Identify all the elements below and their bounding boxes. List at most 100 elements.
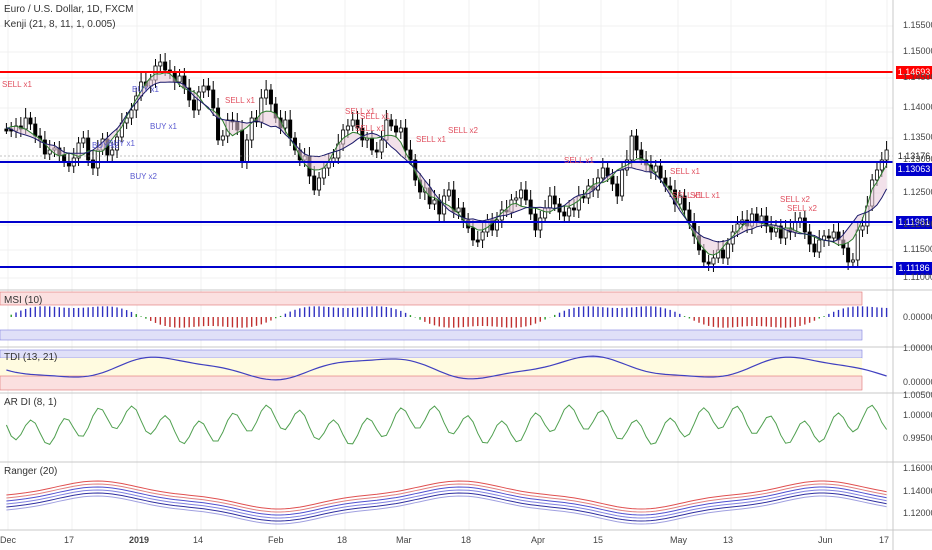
- time-axis-label: Feb: [268, 535, 284, 545]
- tdi-pane[interactable]: [0, 349, 887, 391]
- candle-up: [653, 165, 658, 173]
- ranger-legend[interactable]: Ranger (20): [4, 466, 57, 477]
- candle-down: [682, 195, 687, 211]
- candle-down: [216, 107, 221, 141]
- candle-down: [658, 165, 663, 179]
- candle-down: [240, 129, 245, 163]
- candle-up: [855, 229, 860, 261]
- candle-up: [317, 177, 322, 191]
- symbol-legend[interactable]: Euro / U.S. Dollar, 1D, FXCM: [4, 4, 133, 15]
- ardi-axis-label: 1.00500: [903, 390, 932, 400]
- price-axis-label: 1.13000: [903, 154, 932, 164]
- candle-up: [220, 135, 225, 141]
- buy-signal-label: BUY x2: [92, 141, 119, 150]
- candle-down: [470, 227, 475, 241]
- price-axis-label: 1.13500: [903, 132, 932, 142]
- ardi-pane[interactable]: [5, 404, 888, 446]
- tdi-upper-band: [0, 349, 863, 359]
- candle-up: [129, 109, 134, 119]
- candle-down: [721, 249, 726, 259]
- candle-down: [562, 211, 567, 217]
- candle-up: [432, 199, 437, 205]
- tdi-title: TDI (13, 21): [4, 352, 58, 363]
- time-axis-label: 15: [593, 535, 604, 545]
- ardi-line: [5, 404, 888, 446]
- study-title: Kenji (21, 8, 11, 1, 0.005): [4, 19, 116, 30]
- msi-upper-band: [0, 291, 863, 306]
- candle-down: [86, 137, 91, 161]
- ranger-axis-label: 1.16000: [903, 463, 932, 473]
- sell-signal-label: SELL x1: [564, 156, 594, 165]
- candle-down: [615, 183, 620, 197]
- sell-signal-label: SELL x2: [448, 126, 478, 135]
- candle-up: [817, 239, 822, 253]
- price-axis-label: 1.15500: [903, 20, 932, 30]
- candle-up: [110, 149, 115, 156]
- time-axis-label: 14: [193, 535, 204, 545]
- candle-down: [191, 99, 196, 111]
- candle-up: [81, 137, 86, 144]
- ranger-pane[interactable]: [6, 480, 887, 525]
- kenji-slow-line: [6, 81, 888, 243]
- msi-title: MSI (10): [4, 295, 43, 306]
- candle-up: [725, 243, 730, 259]
- candle-down: [552, 195, 557, 205]
- candle-down: [360, 127, 365, 141]
- time-axis-label: 17: [879, 535, 890, 545]
- time-axis-label: 18: [461, 535, 472, 545]
- ardi-legend[interactable]: AR DI (8, 1): [4, 397, 57, 408]
- candle-down: [90, 159, 95, 169]
- tdi-legend[interactable]: TDI (13, 21): [4, 352, 57, 363]
- time-axis-label: 2019: [129, 535, 150, 545]
- candle-down: [28, 117, 33, 125]
- sell-signal-label: SELL x1: [360, 112, 390, 121]
- candle-down: [475, 239, 480, 243]
- ranger-band-line: [6, 495, 887, 525]
- time-axis-label: 13: [723, 535, 734, 545]
- msi-legend[interactable]: MSI (10): [4, 295, 42, 306]
- candle-up: [514, 197, 519, 201]
- ranger-axis-label: 1.14000: [903, 486, 932, 496]
- candle-down: [687, 209, 692, 223]
- candle-down: [846, 247, 851, 263]
- candle-down: [778, 225, 783, 239]
- buy-signal-label: BUY x1: [132, 85, 159, 94]
- sell-signal-label: SELL x1: [416, 135, 446, 144]
- ranger-band-line: [6, 486, 887, 516]
- candle-up: [677, 195, 682, 205]
- time-axis-label: 17: [64, 535, 75, 545]
- study-legend[interactable]: Kenji (21, 8, 11, 1, 0.005): [4, 19, 116, 30]
- ardi-title: AR DI (8, 1): [4, 397, 57, 408]
- ranger-title: Ranger (20): [4, 466, 58, 477]
- candle-up: [879, 159, 884, 171]
- candle-down: [211, 89, 216, 109]
- buy-signal-label: BUY x2: [130, 172, 157, 181]
- candle-up: [711, 257, 716, 265]
- price-axis-label: 1.14000: [903, 102, 932, 112]
- candle-up: [494, 219, 500, 231]
- msi-pane[interactable]: [0, 291, 888, 341]
- price-axis-label: 1.11500: [903, 244, 932, 254]
- tdi-lower-band: [0, 375, 863, 391]
- time-axis-label: May: [670, 535, 688, 545]
- sell-signal-label: SELL x1: [690, 191, 720, 200]
- candle-up: [600, 167, 605, 179]
- candle-up: [350, 119, 355, 127]
- candle-up: [629, 135, 634, 161]
- candle-down: [187, 87, 192, 101]
- time-axis-label: Dec: [0, 535, 17, 545]
- price-pane[interactable]: [0, 53, 893, 272]
- candle-down: [4, 128, 9, 132]
- candle-down: [268, 89, 273, 105]
- time-axis-label: Apr: [531, 535, 546, 545]
- candle-down: [389, 119, 394, 127]
- ardi-axis-label: 0.99500: [903, 433, 932, 443]
- candle-down: [523, 189, 528, 201]
- msi-lower-band: [0, 329, 863, 341]
